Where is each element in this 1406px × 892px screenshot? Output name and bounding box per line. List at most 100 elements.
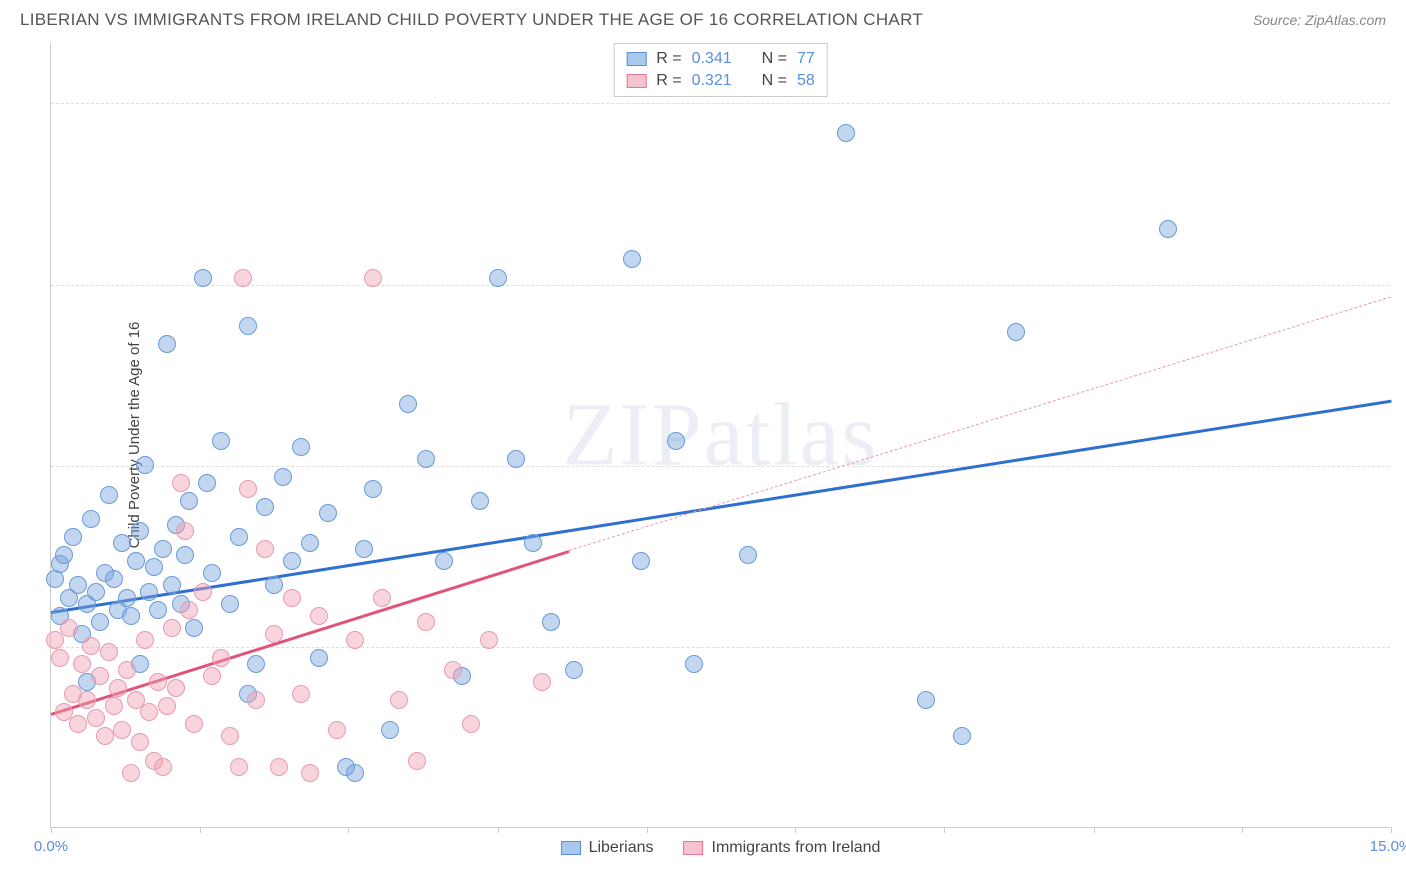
data-point (230, 758, 248, 776)
data-point (301, 534, 319, 552)
data-point (73, 655, 91, 673)
data-point (234, 269, 252, 287)
data-point (105, 697, 123, 715)
n-label: N = (762, 50, 787, 68)
data-point (533, 673, 551, 691)
data-point (221, 727, 239, 745)
x-tick-label: 0.0% (34, 838, 68, 855)
n-value: 77 (797, 50, 815, 68)
data-point (239, 317, 257, 335)
gridline (51, 466, 1390, 467)
r-value: 0.341 (692, 50, 732, 68)
data-point (247, 655, 265, 673)
x-tick-label: 15.0% (1370, 838, 1406, 855)
data-point (82, 510, 100, 528)
legend-label: Liberians (589, 839, 654, 857)
data-point (565, 661, 583, 679)
data-point (154, 758, 172, 776)
data-point (685, 655, 703, 673)
data-point (180, 492, 198, 510)
data-point (319, 504, 337, 522)
data-point (373, 589, 391, 607)
data-point (489, 269, 507, 287)
r-value: 0.321 (692, 72, 732, 90)
data-point (328, 721, 346, 739)
chart-header: LIBERIAN VS IMMIGRANTS FROM IRELAND CHIL… (0, 0, 1406, 38)
y-axis-label: Child Poverty Under the Age of 16 (126, 322, 143, 549)
n-value: 58 (797, 72, 815, 90)
data-point (185, 715, 203, 733)
data-point (109, 679, 127, 697)
data-point (203, 564, 221, 582)
data-point (399, 395, 417, 413)
x-tick (1391, 827, 1392, 833)
data-point (87, 583, 105, 601)
data-point (51, 649, 69, 667)
data-point (203, 667, 221, 685)
data-point (122, 607, 140, 625)
data-point (346, 631, 364, 649)
data-point (283, 552, 301, 570)
data-point (292, 438, 310, 456)
data-point (118, 589, 136, 607)
data-point (149, 673, 167, 691)
data-point (364, 269, 382, 287)
data-point (310, 649, 328, 667)
data-point (136, 631, 154, 649)
data-point (100, 643, 118, 661)
chart-title: LIBERIAN VS IMMIGRANTS FROM IRELAND CHIL… (20, 10, 923, 30)
data-point (417, 613, 435, 631)
legend-swatch (626, 52, 646, 66)
data-point (176, 522, 194, 540)
data-point (364, 480, 382, 498)
gridline (51, 285, 1390, 286)
data-point (301, 764, 319, 782)
data-point (105, 570, 123, 588)
data-point (346, 764, 364, 782)
data-point (408, 752, 426, 770)
data-point (417, 450, 435, 468)
x-tick (795, 827, 796, 833)
data-point (136, 456, 154, 474)
data-point (221, 595, 239, 613)
data-point (91, 667, 109, 685)
legend-swatch (626, 74, 646, 88)
gridline (51, 647, 1390, 648)
data-point (82, 637, 100, 655)
data-point (390, 691, 408, 709)
data-point (69, 576, 87, 594)
data-point (91, 613, 109, 631)
data-point (265, 576, 283, 594)
data-point (623, 250, 641, 268)
data-point (172, 474, 190, 492)
data-point (917, 691, 935, 709)
legend-swatch (684, 841, 704, 855)
data-point (113, 534, 131, 552)
data-point (167, 679, 185, 697)
data-point (507, 450, 525, 468)
data-point (837, 124, 855, 142)
data-point (239, 480, 257, 498)
data-point (435, 552, 453, 570)
data-point (55, 546, 73, 564)
data-point (462, 715, 480, 733)
data-point (69, 715, 87, 733)
data-point (158, 697, 176, 715)
data-point (118, 661, 136, 679)
x-tick (498, 827, 499, 833)
data-point (480, 631, 498, 649)
data-point (212, 649, 230, 667)
data-point (274, 468, 292, 486)
stats-legend-box: R =0.341N =77R =0.321N =58 (613, 43, 828, 97)
data-point (632, 552, 650, 570)
data-point (180, 601, 198, 619)
data-point (256, 498, 274, 516)
x-tick (647, 827, 648, 833)
data-point (256, 540, 274, 558)
legend-label: Immigrants from Ireland (712, 839, 881, 857)
data-point (194, 583, 212, 601)
x-tick (200, 827, 201, 833)
data-point (212, 432, 230, 450)
data-point (96, 727, 114, 745)
data-point (163, 619, 181, 637)
